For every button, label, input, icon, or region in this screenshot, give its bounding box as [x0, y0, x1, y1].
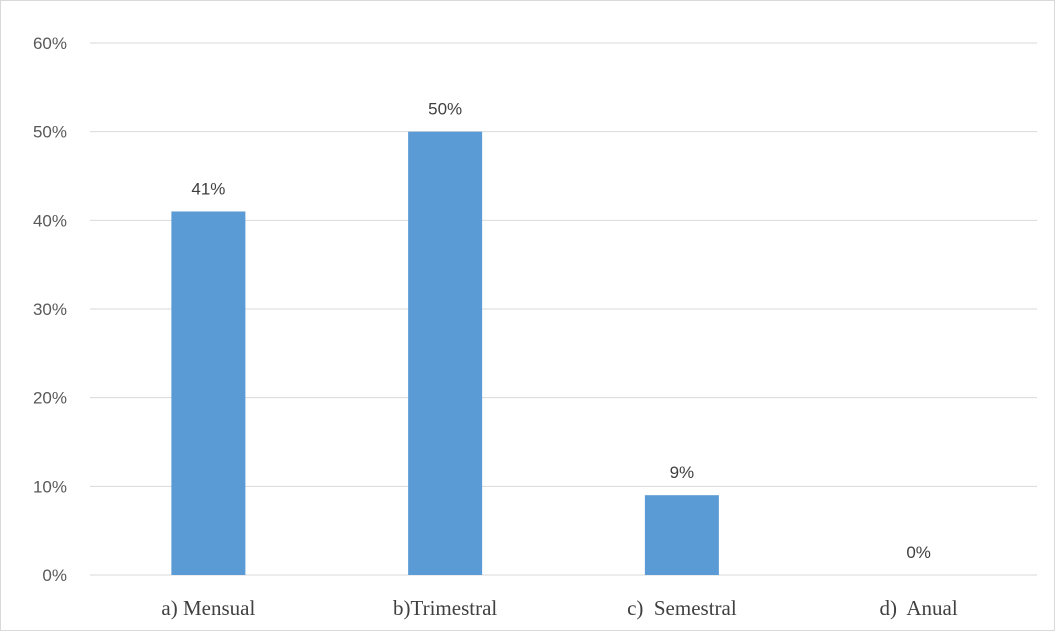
y-tick-label: 10%	[33, 477, 67, 496]
data-labels: 41% 50% 9% 0%	[191, 100, 931, 562]
x-tick-label: d) Anual	[880, 596, 958, 620]
bars	[171, 131, 719, 575]
bar	[171, 211, 246, 575]
bar	[408, 131, 483, 575]
y-tick-label: 60%	[33, 34, 67, 53]
x-axis-ticks: a) Mensual b)Trimestral c) Semestral d) Anu…	[161, 596, 957, 620]
x-tick-label: a) Mensual	[161, 596, 255, 620]
y-tick-label: 40%	[33, 211, 67, 230]
y-tick-label: 50%	[33, 123, 67, 142]
y-tick-label: 0%	[42, 566, 67, 585]
y-tick-label: 20%	[33, 389, 67, 408]
x-tick-label: c) Semestral	[627, 596, 737, 620]
y-axis-ticks: 0% 10% 20% 30% 40% 50% 60%	[33, 34, 67, 585]
data-label: 9%	[670, 463, 695, 482]
bar	[644, 495, 719, 575]
data-label: 0%	[906, 543, 931, 562]
data-label: 41%	[191, 179, 225, 198]
data-label: 50%	[428, 100, 462, 119]
x-tick-label: b)Trimestral	[393, 596, 497, 620]
gridlines	[90, 42, 1037, 576]
y-tick-label: 30%	[33, 300, 67, 319]
